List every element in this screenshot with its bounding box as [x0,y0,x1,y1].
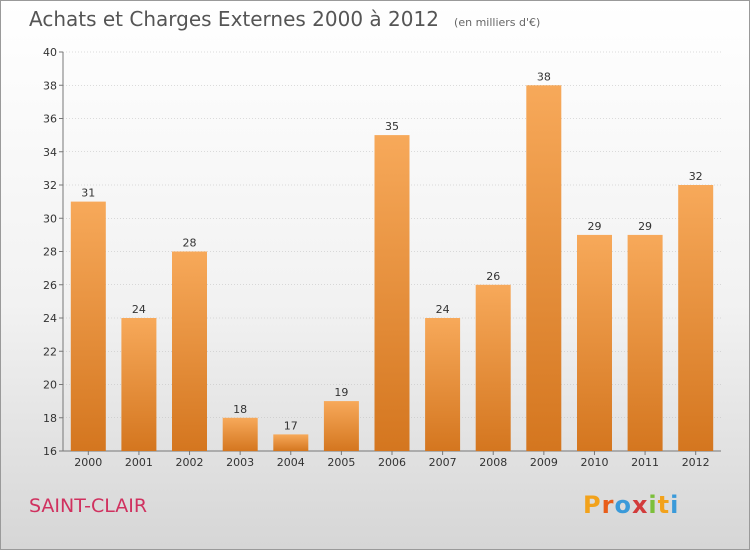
title-line: Achats et Charges Externes 2000 à 2012 (… [29,7,540,31]
brand-letter: o [614,491,632,519]
y-tick-label: 24 [43,312,57,325]
x-tick-label: 2010 [580,456,608,469]
bar-value-label: 31 [81,187,95,200]
bar-value-label: 26 [486,270,500,283]
x-tick-label: 2004 [277,456,305,469]
brand-letter: x [631,491,649,519]
x-tick-label: 2006 [378,456,406,469]
y-tick-label: 20 [43,379,57,392]
y-tick-label: 36 [43,113,57,126]
x-tick-label: 2003 [226,456,254,469]
brand-logo: Proxiti [583,491,679,519]
city-name: SAINT-CLAIR [29,495,148,517]
bar-2007 [425,318,461,451]
y-tick-label: 40 [43,46,57,59]
bar-value-label: 32 [689,170,703,183]
x-tick-label: 2008 [479,456,507,469]
y-tick-label: 38 [43,79,57,92]
bar-2002 [172,251,207,451]
brand-letter: i [648,491,658,519]
brand-letter: r [601,491,615,519]
bar-value-label: 17 [284,419,298,432]
bar-2004 [273,434,309,451]
bar-value-label: 24 [436,303,450,316]
y-tick-label: 32 [43,179,57,192]
bar-2010 [577,234,612,451]
x-tick-label: 2002 [176,456,204,469]
y-tick-label: 34 [43,146,57,159]
bar-2000 [70,201,106,451]
x-tick-label: 2011 [631,456,659,469]
bar-2005 [323,401,359,451]
y-tick-label: 16 [43,445,57,458]
x-tick-label: 2012 [682,456,710,469]
brand-letter: i [670,491,680,519]
bar-value-label: 29 [638,220,652,233]
bar-value-label: 18 [233,403,247,416]
bar-2006 [374,135,410,451]
labels: 31 2000 24 2001 28 2002 18 2003 17 2004 19 2005 35 20… [74,70,709,469]
y-tick-label: 28 [43,246,57,259]
brand-letter: t [657,491,671,519]
bar-value-label: 35 [385,120,399,133]
bar-value-label: 28 [183,237,197,250]
bars [70,85,714,452]
bar-value-label: 24 [132,303,146,316]
x-tick-label: 2000 [74,456,102,469]
bar-2008 [475,284,511,452]
bar-2001 [121,318,157,451]
y-tick-label: 18 [43,412,57,425]
bar-2003 [222,417,258,452]
bar-2012 [678,185,714,451]
bar-value-label: 19 [334,386,348,399]
bar-2011 [627,234,663,451]
x-tick-label: 2009 [530,456,558,469]
chart-subtitle: (en milliers d'€) [454,16,541,29]
x-tick-label: 2001 [125,456,153,469]
y-tick-label: 22 [43,345,57,358]
bar-value-label: 29 [587,220,601,233]
bar-2009 [526,85,562,452]
brand-letter: P [583,491,602,519]
y-tick-label: 30 [43,212,57,225]
chart-title: Achats et Charges Externes 2000 à 2012 [29,7,439,31]
bar-value-label: 38 [537,70,551,83]
x-tick-label: 2005 [327,456,355,469]
y-tick-label: 26 [43,279,57,292]
x-tick-label: 2007 [429,456,457,469]
